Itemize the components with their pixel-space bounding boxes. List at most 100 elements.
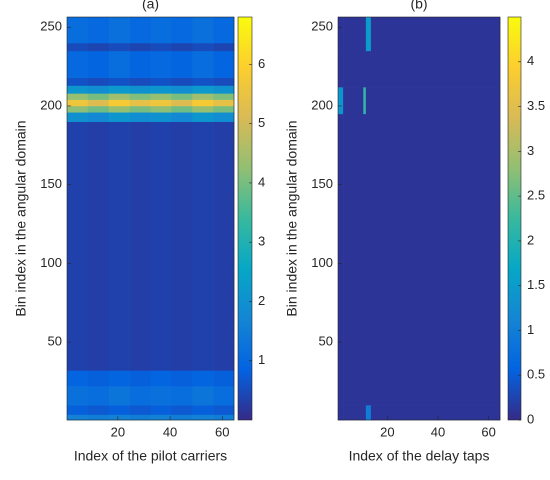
heatmap-cell	[363, 113, 367, 406]
heatmap-cell	[108, 386, 130, 406]
heatmap-cell	[363, 17, 367, 52]
panel-title: (b)	[410, 0, 427, 12]
heatmap-cell	[192, 370, 214, 387]
heatmap-cell	[108, 77, 130, 86]
heatmap-cell	[171, 370, 193, 387]
colorbar-tick-label: 0.5	[527, 367, 545, 382]
heatmap-cell	[129, 93, 151, 100]
heatmap-cell	[365, 405, 372, 421]
colorbar-tick-label: 4	[527, 53, 534, 68]
heatmap-cell	[150, 42, 172, 52]
heatmap-cell	[108, 17, 130, 44]
colorbar	[507, 16, 522, 421]
heatmap-cell	[213, 112, 235, 122]
heatmap-cell	[150, 50, 172, 78]
heatmap-cell	[129, 17, 151, 44]
heatmap-cell	[171, 50, 193, 78]
heatmap-cell	[338, 17, 344, 52]
heatmap-cell	[213, 105, 235, 113]
heatmap-cell	[192, 77, 214, 86]
heatmap-cell	[87, 99, 110, 107]
y-axis-label: Bin index in the angular domain	[13, 120, 29, 316]
colorbar-tick-label: 2.5	[527, 188, 545, 203]
heatmap-cell	[150, 414, 172, 421]
x-tick-label: 60	[481, 424, 495, 439]
heatmap-cell	[192, 105, 214, 113]
heatmap-cell	[171, 93, 193, 100]
heatmap-cell	[87, 121, 110, 371]
heatmap-cell	[343, 17, 364, 52]
heatmap-cell	[343, 50, 364, 88]
heatmap-cell	[67, 42, 89, 52]
heatmap-cell	[192, 17, 214, 44]
colorbar-tick-label: 2	[527, 232, 534, 247]
heatmap-cell	[213, 121, 235, 371]
heatmap-cell	[108, 50, 130, 78]
y-tick-label: 250	[40, 19, 62, 34]
heatmap-cell	[67, 17, 89, 44]
y-tick-label: 200	[40, 97, 62, 112]
heatmap-cell	[171, 112, 193, 122]
heatmap-cell	[129, 105, 151, 113]
heatmap-cell	[67, 85, 89, 94]
heatmap-cell	[129, 370, 151, 387]
colorbar-tick-label: 5	[258, 115, 265, 130]
heatmap-cell	[192, 93, 214, 100]
heatmap-cell	[87, 42, 110, 52]
x-axis-label: Index of the pilot carriers	[74, 448, 227, 464]
colorbar	[237, 16, 253, 421]
heatmap-cell	[365, 50, 372, 88]
heatmap-cell	[343, 113, 364, 406]
heatmap-cell	[87, 370, 110, 387]
heatmap-cell	[108, 93, 130, 100]
heatmap-cell	[108, 105, 130, 113]
axes-frame	[337, 16, 501, 421]
heatmap-cell	[213, 50, 235, 78]
heatmap-cell	[67, 121, 89, 371]
colorbar-tick-label: 3	[258, 234, 265, 249]
heatmap-cell	[108, 85, 130, 94]
heatmap-cell	[150, 405, 172, 415]
x-tick-label: 40	[163, 424, 177, 439]
heatmap-cell	[108, 112, 130, 122]
x-tick-label: 60	[215, 424, 229, 439]
heatmap-cell	[370, 87, 501, 115]
heatmap-cell	[87, 386, 110, 406]
heatmap-cell	[108, 42, 130, 52]
colorbar-tick-label: 1.5	[527, 277, 545, 292]
heatmap-cell	[129, 77, 151, 86]
heatmap-cell	[338, 113, 344, 406]
heatmap-cell	[370, 113, 501, 406]
heatmap-cell	[67, 405, 89, 415]
heatmap-cell	[150, 386, 172, 406]
heatmap-cell	[150, 370, 172, 387]
heatmap-cell	[365, 87, 372, 115]
heatmap-cell	[129, 414, 151, 421]
heatmap-cell	[365, 17, 372, 52]
heatmap-cell	[338, 87, 344, 115]
heatmap-cell	[343, 87, 364, 115]
heatmap-cell	[192, 121, 214, 371]
heatmap-cell	[171, 85, 193, 94]
heatmap-cell	[67, 99, 89, 107]
heatmap-cell	[108, 414, 130, 421]
heatmap-cell	[370, 405, 501, 421]
heatmap-cell	[67, 112, 89, 122]
y-tick-label: 250	[311, 19, 333, 34]
heatmap-cell	[129, 99, 151, 107]
heatmap-cell	[108, 405, 130, 415]
heatmap-cell	[87, 405, 110, 415]
heatmap-cell	[171, 77, 193, 86]
heatmap-cell	[150, 99, 172, 107]
heatmap-cell	[150, 121, 172, 371]
heatmap-cell	[370, 17, 501, 52]
heatmap-cell	[129, 112, 151, 122]
heatmap-cell	[87, 105, 110, 113]
heatmap-cell	[370, 50, 501, 88]
heatmap-cell	[150, 85, 172, 94]
heatmap-cell	[192, 50, 214, 78]
heatmap-cell	[213, 370, 235, 387]
y-tick-label: 50	[319, 334, 333, 349]
heatmap-cell	[87, 85, 110, 94]
